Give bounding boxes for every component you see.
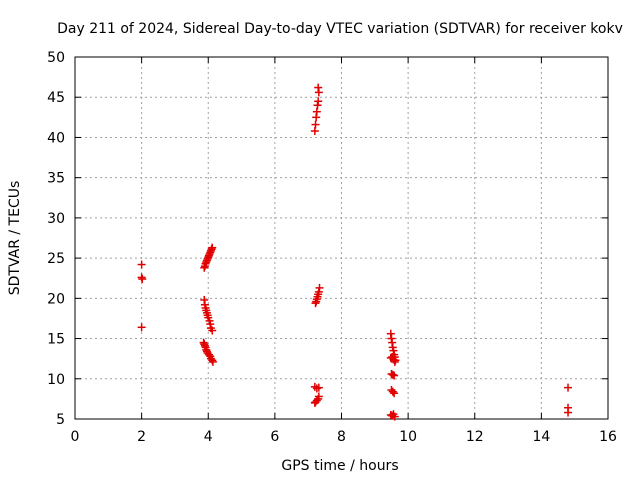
data-point <box>390 412 399 421</box>
data-point <box>137 323 146 332</box>
y-tick-label: 30 <box>47 211 65 227</box>
data-point <box>310 127 319 136</box>
data-point <box>208 243 217 252</box>
data-point <box>312 113 321 122</box>
data-point <box>137 260 146 269</box>
axis-ticks <box>74 56 609 420</box>
data-point <box>388 370 397 379</box>
y-tick-label: 25 <box>47 251 65 267</box>
data-points <box>137 83 573 421</box>
data-point <box>390 357 399 366</box>
y-tick-label: 35 <box>47 171 65 187</box>
data-point <box>388 387 397 396</box>
y-tick-label: 50 <box>47 50 65 66</box>
x-tick-label: 8 <box>337 429 346 445</box>
data-point <box>208 326 217 335</box>
data-point <box>311 299 320 308</box>
data-point <box>204 350 213 359</box>
x-tick-label: 4 <box>204 429 213 445</box>
data-point <box>564 408 573 417</box>
y-tick-label: 10 <box>47 372 65 388</box>
y-tick-label: 15 <box>47 332 65 348</box>
data-point <box>386 353 395 362</box>
data-point <box>138 275 147 284</box>
data-point <box>564 383 573 392</box>
tick-labels: 0 2 4 6 8 10 12 14 16 5 10 15 20 25 30 35 40 45 50 <box>47 50 617 445</box>
data-point <box>310 382 319 391</box>
data-point <box>390 371 399 380</box>
y-tick-label: 45 <box>47 90 65 106</box>
data-point <box>314 88 323 97</box>
x-tick-label: 0 <box>71 429 80 445</box>
x-tick-label: 2 <box>137 429 146 445</box>
x-tick-label: 16 <box>599 429 617 445</box>
y-tick-label: 40 <box>47 130 65 146</box>
x-tick-label: 12 <box>466 429 484 445</box>
x-tick-label: 14 <box>532 429 550 445</box>
x-axis-label: GPS time / hours <box>281 458 398 474</box>
data-point <box>208 357 217 366</box>
grid-lines <box>75 57 608 419</box>
y-tick-label: 20 <box>47 291 65 307</box>
data-point <box>390 389 399 398</box>
data-point <box>314 383 323 392</box>
data-point <box>310 398 319 407</box>
chart-title: Day 211 of 2024, Sidereal Day-to-day VTE… <box>57 21 623 37</box>
x-tick-label: 10 <box>399 429 417 445</box>
y-tick-label: 5 <box>56 412 65 428</box>
x-tick-label: 6 <box>270 429 279 445</box>
data-point <box>312 384 321 393</box>
y-axis-label: SDTVAR / TECUs <box>7 181 23 296</box>
